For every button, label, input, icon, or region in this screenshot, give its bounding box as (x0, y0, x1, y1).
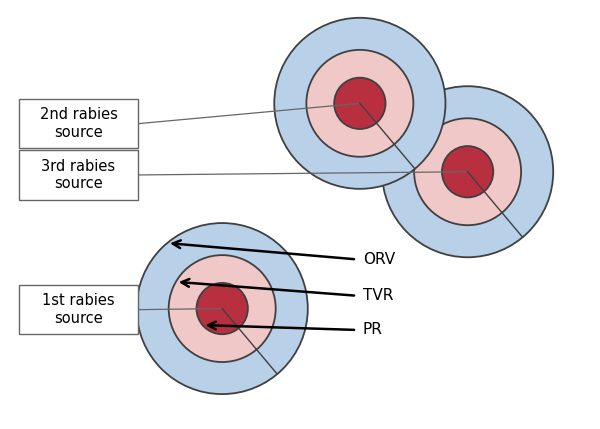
Ellipse shape (307, 50, 413, 157)
Ellipse shape (382, 86, 553, 257)
Ellipse shape (414, 118, 521, 225)
Ellipse shape (137, 223, 308, 394)
Text: PR: PR (363, 323, 383, 338)
Text: 2nd rabies
source: 2nd rabies source (40, 107, 118, 140)
Bar (19, 285, 139, 334)
Text: 3rd rabies
source: 3rd rabies source (41, 159, 116, 191)
Ellipse shape (274, 18, 445, 189)
Ellipse shape (442, 146, 493, 197)
Text: ORV: ORV (363, 252, 395, 267)
Bar (19, 99, 139, 148)
Ellipse shape (334, 78, 386, 129)
Bar (19, 150, 139, 199)
Text: TVR: TVR (363, 288, 393, 303)
Ellipse shape (197, 283, 248, 334)
Text: 1st rabies
source: 1st rabies source (42, 293, 115, 326)
Ellipse shape (169, 255, 275, 362)
